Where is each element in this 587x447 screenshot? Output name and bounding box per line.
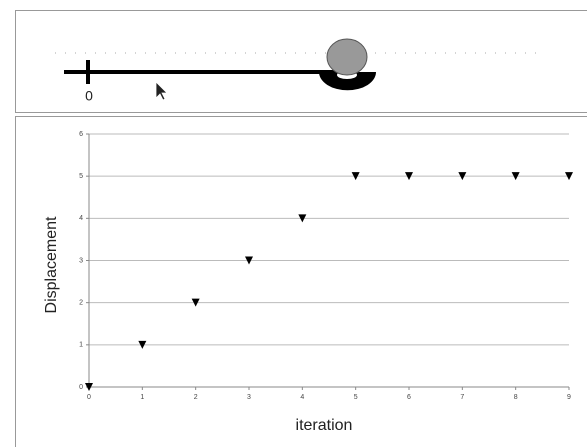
y-tick-label: 2	[79, 300, 83, 307]
y-axis-label: Displacement	[43, 216, 60, 313]
x-tick-label: 9	[567, 394, 571, 401]
y-tick-label: 1	[79, 342, 83, 349]
x-tick-label: 6	[407, 394, 411, 401]
simulation-panel	[16, 11, 587, 113]
y-tick-label: 6	[79, 131, 83, 138]
page: 0 Displacement iteration 0 1 2 3 4 5 6 0 1 2 3 4 5 6 7…	[0, 0, 587, 447]
x-tick-label: 0	[87, 394, 91, 401]
x-tick-label: 3	[247, 394, 251, 401]
screen: 0 Displacement iteration 0 1 2 3 4 5 6 0 1 2 3 4 5 6 7…	[0, 0, 587, 447]
x-tick-label: 1	[140, 394, 144, 401]
x-tick-label: 2	[194, 394, 198, 401]
x-tick-label: 5	[354, 394, 358, 401]
x-tick-label: 8	[514, 394, 518, 401]
x-tick-label: 4	[300, 394, 304, 401]
ball[interactable]	[327, 39, 367, 75]
y-tick-label: 0	[79, 384, 83, 391]
origin-label: 0	[85, 88, 93, 104]
y-tick-label: 4	[79, 215, 83, 222]
y-tick-label: 5	[79, 173, 83, 180]
y-tick-label: 3	[79, 257, 83, 264]
x-axis-label: iteration	[296, 417, 353, 434]
x-tick-label: 7	[460, 394, 464, 401]
